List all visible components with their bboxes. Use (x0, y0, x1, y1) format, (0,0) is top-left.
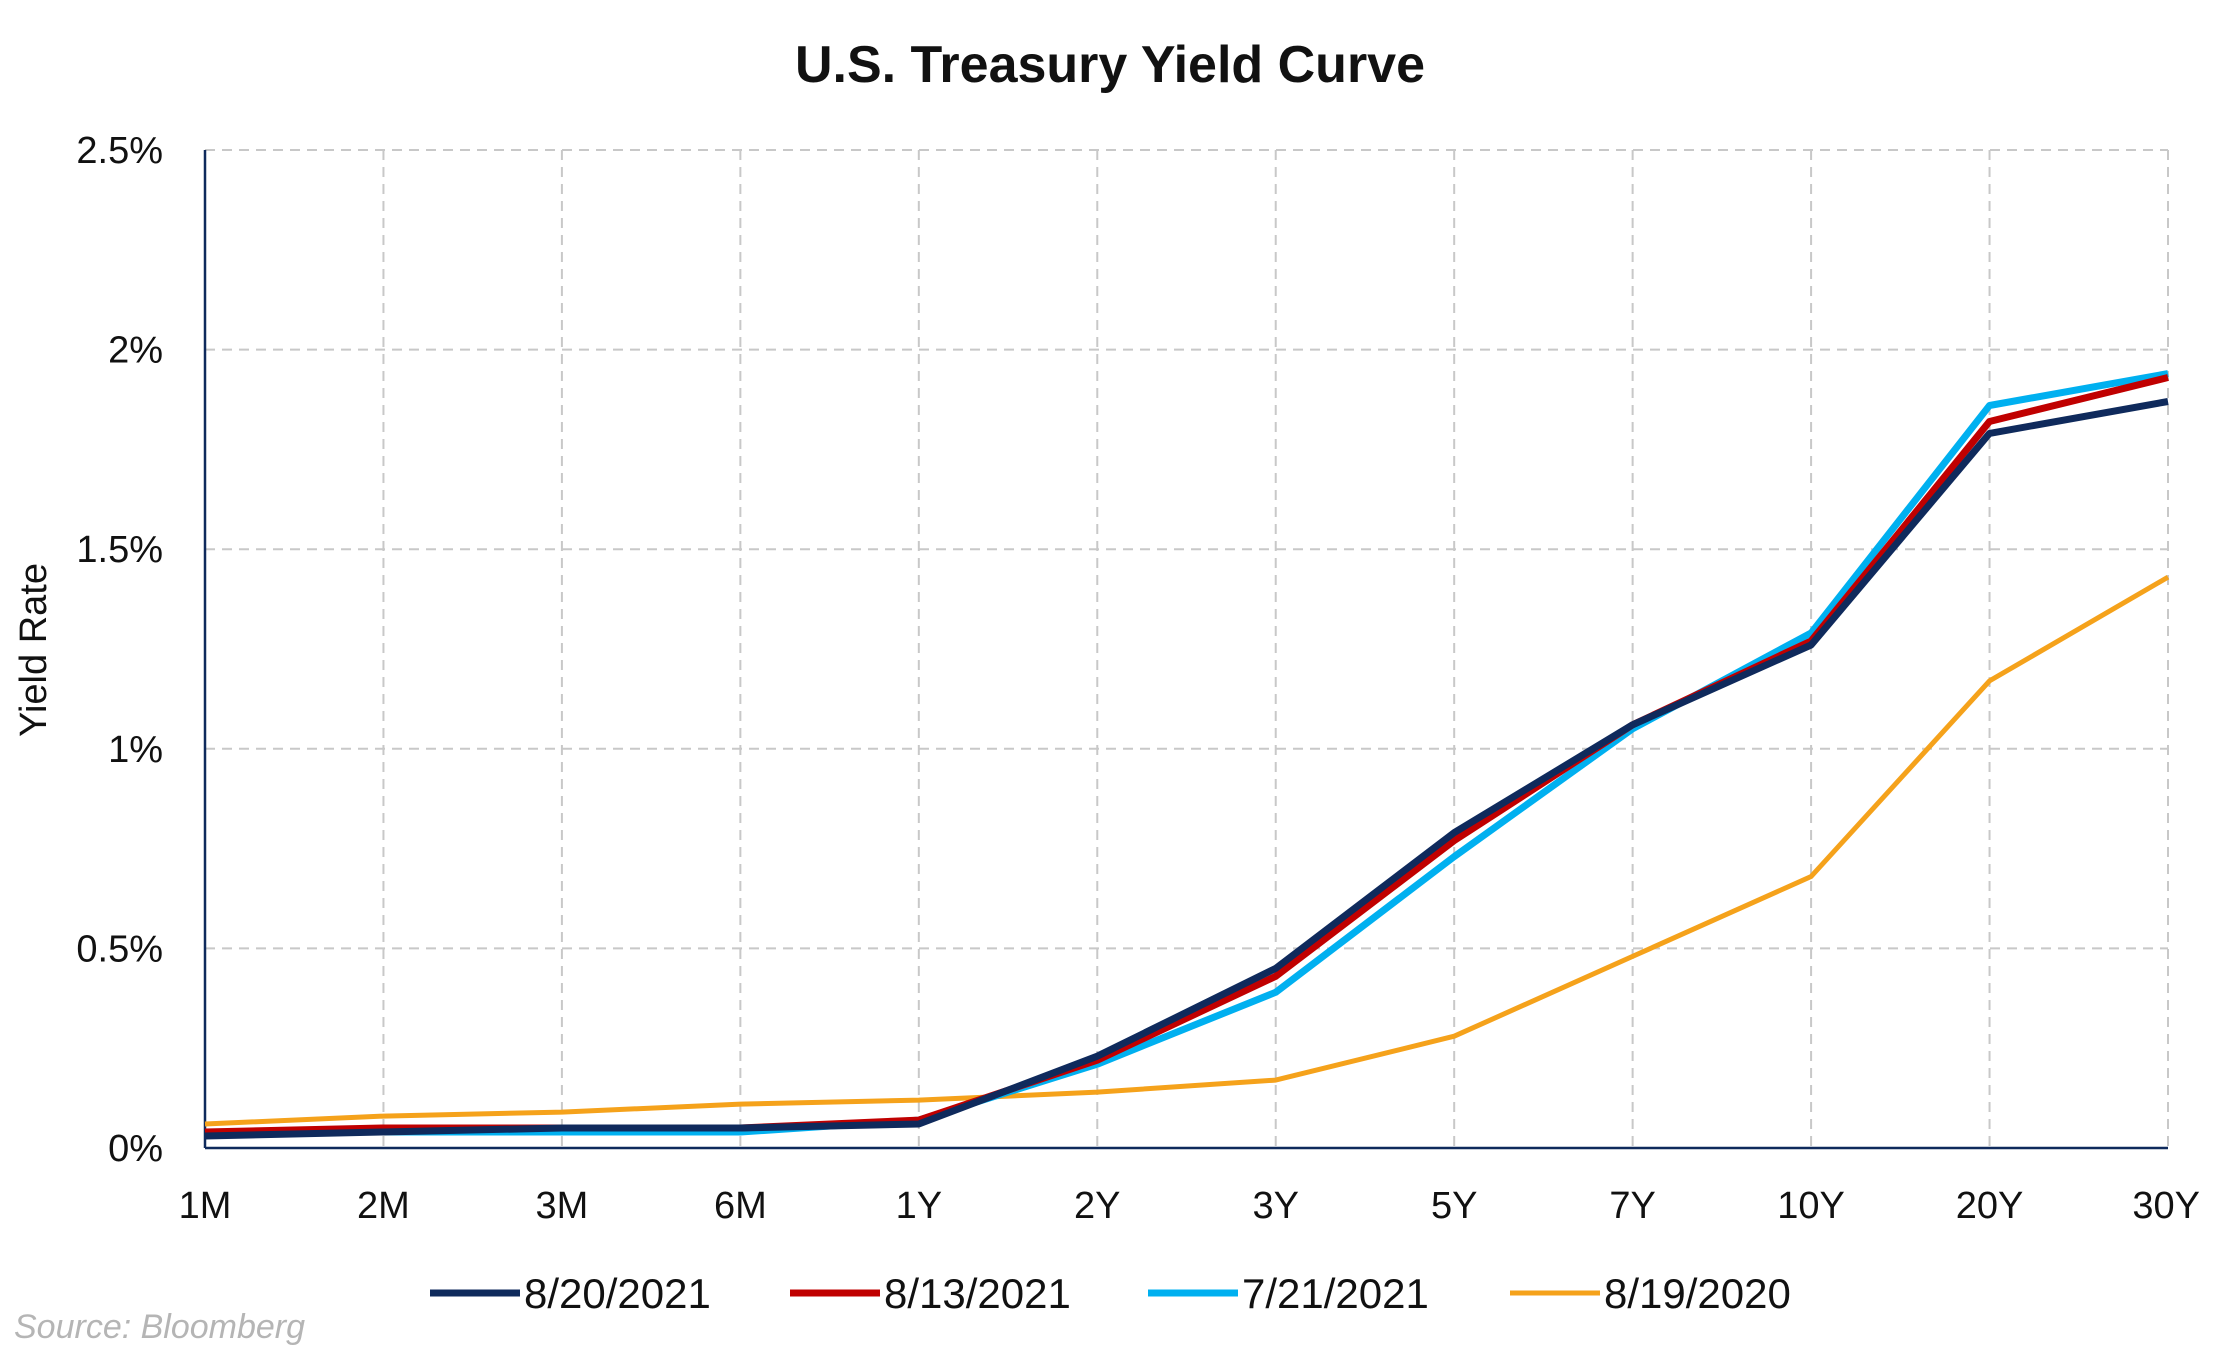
y-tick-label: 0% (108, 1128, 163, 1170)
legend-label: 8/19/2020 (1604, 1270, 1791, 1317)
x-tick-label: 10Y (1777, 1185, 1845, 1227)
y-tick-label: 1% (108, 729, 163, 771)
x-axis-ticks: 1M 2M 3M 6M 1Y 2Y 3Y 5Y 7Y 10Y 20Y 30Y (179, 1185, 2200, 1227)
x-tick-label: 5Y (1431, 1185, 1477, 1227)
y-tick-label: 1.5% (76, 529, 163, 571)
x-tick-label: 3Y (1252, 1185, 1298, 1227)
y-axis-label: Yield Rate (13, 563, 55, 737)
series-line-0 (204, 398, 2169, 1140)
y-tick-label: 2.5% (76, 130, 163, 172)
legend-label: 7/21/2021 (1242, 1270, 1429, 1317)
chart-title: U.S. Treasury Yield Curve (795, 36, 1425, 94)
x-tick-label: 20Y (1956, 1185, 2024, 1227)
x-tick-label: 30Y (2132, 1185, 2200, 1227)
x-tick-label: 1M (179, 1185, 232, 1227)
legend-label: 8/20/2021 (524, 1270, 711, 1317)
legend-label: 8/13/2021 (884, 1270, 1071, 1317)
y-tick-label: 0.5% (76, 928, 163, 970)
legend: 8/20/2021 8/13/2021 7/21/2021 8/19/2020 (430, 1270, 1791, 1317)
grid-lines (205, 149, 2169, 1148)
series-lines (204, 370, 2170, 1140)
x-tick-label: 2M (357, 1185, 410, 1227)
series-line-3 (204, 574, 2170, 1127)
x-tick-label: 1Y (896, 1185, 942, 1227)
y-axis-ticks: 0% 0.5% 1% 1.5% 2% 2.5% (76, 130, 163, 1170)
source-note: Source: Bloomberg (14, 1308, 305, 1346)
series-line-1 (204, 374, 2169, 1136)
x-tick-label: 3M (536, 1185, 589, 1227)
y-tick-label: 2% (108, 330, 163, 372)
axes (203, 150, 2168, 1150)
x-tick-label: 7Y (1609, 1185, 1655, 1227)
x-tick-label: 2Y (1074, 1185, 1120, 1227)
x-tick-label: 6M (714, 1185, 767, 1227)
